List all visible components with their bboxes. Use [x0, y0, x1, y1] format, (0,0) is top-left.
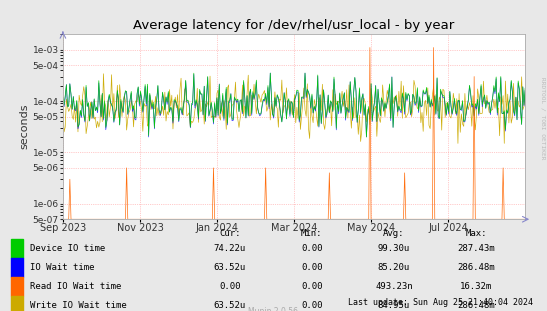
- Text: 0.00: 0.00: [301, 282, 323, 291]
- Text: Max:: Max:: [465, 230, 487, 239]
- Text: RRDTOOL / TOBI OETIKER: RRDTOOL / TOBI OETIKER: [541, 77, 546, 160]
- Text: Write IO Wait time: Write IO Wait time: [30, 301, 126, 310]
- Text: Min:: Min:: [301, 230, 323, 239]
- Text: Read IO Wait time: Read IO Wait time: [30, 282, 121, 291]
- Text: 286.48m: 286.48m: [457, 301, 494, 310]
- Bar: [11, 296, 23, 311]
- Text: Avg:: Avg:: [383, 230, 405, 239]
- Text: 16.32m: 16.32m: [460, 282, 492, 291]
- Text: 63.52u: 63.52u: [214, 263, 246, 272]
- Text: Munin 2.0.56: Munin 2.0.56: [248, 307, 299, 311]
- Text: 85.20u: 85.20u: [378, 263, 410, 272]
- Text: 0.00: 0.00: [219, 282, 241, 291]
- Text: Cur:: Cur:: [219, 230, 241, 239]
- Text: 84.95u: 84.95u: [378, 301, 410, 310]
- Y-axis label: seconds: seconds: [20, 104, 30, 150]
- Text: Last update: Sun Aug 25 21:40:04 2024: Last update: Sun Aug 25 21:40:04 2024: [348, 299, 533, 308]
- Bar: [11, 277, 23, 296]
- Bar: [11, 239, 23, 258]
- Text: 0.00: 0.00: [301, 263, 323, 272]
- Text: Device IO time: Device IO time: [30, 244, 105, 253]
- Text: 0.00: 0.00: [301, 244, 323, 253]
- Text: 287.43m: 287.43m: [457, 244, 494, 253]
- Text: 493.23n: 493.23n: [375, 282, 412, 291]
- Text: 0.00: 0.00: [301, 301, 323, 310]
- Text: 286.48m: 286.48m: [457, 263, 494, 272]
- Bar: [11, 258, 23, 277]
- Text: 99.30u: 99.30u: [378, 244, 410, 253]
- Text: IO Wait time: IO Wait time: [30, 263, 94, 272]
- Title: Average latency for /dev/rhel/usr_local - by year: Average latency for /dev/rhel/usr_local …: [133, 19, 455, 32]
- Text: 63.52u: 63.52u: [214, 301, 246, 310]
- Text: 74.22u: 74.22u: [214, 244, 246, 253]
